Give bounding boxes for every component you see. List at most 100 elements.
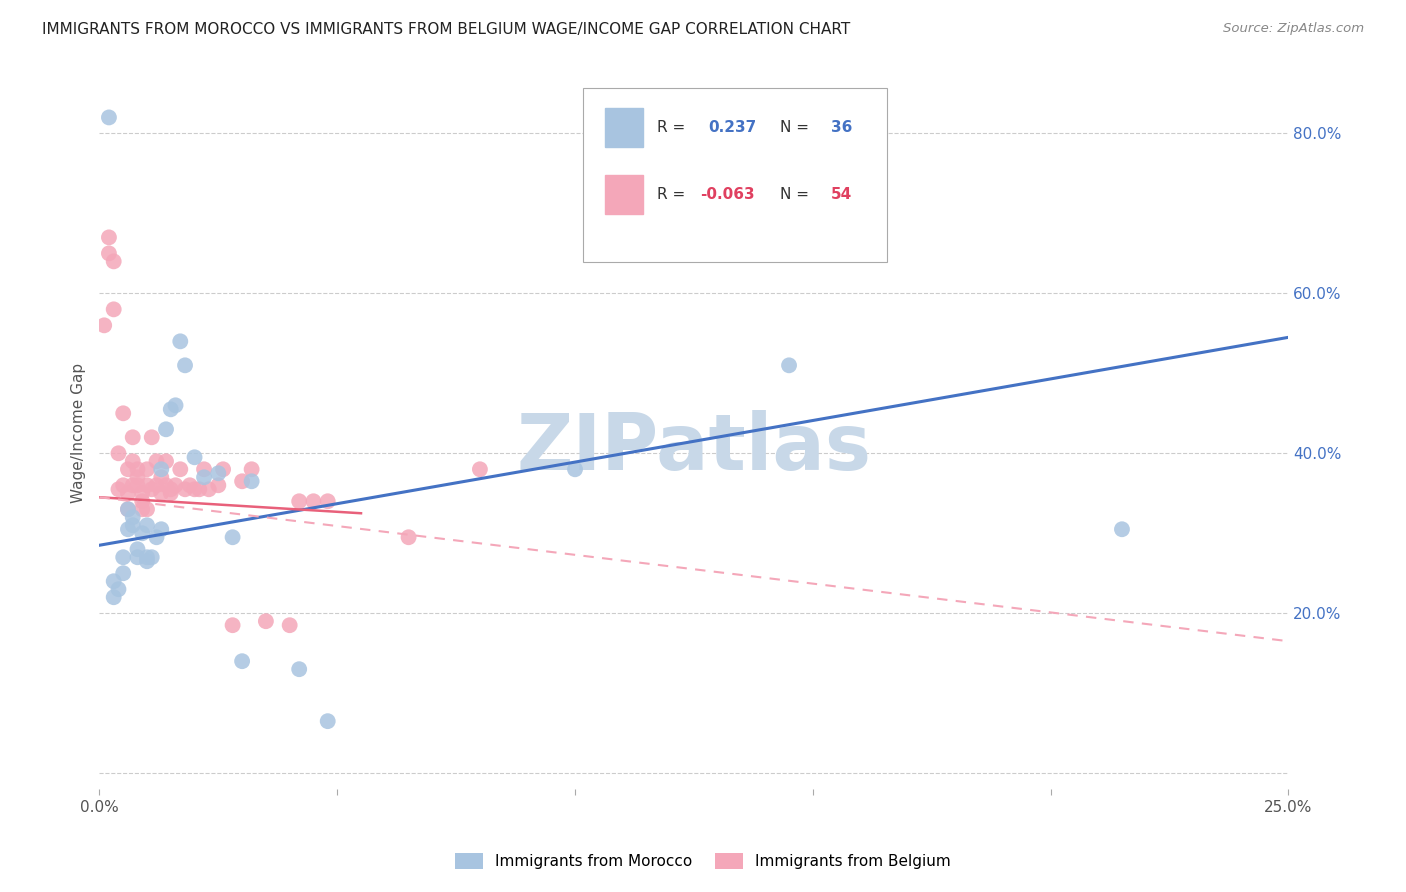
Y-axis label: Wage/Income Gap: Wage/Income Gap [72,363,86,503]
Legend: Immigrants from Morocco, Immigrants from Belgium: Immigrants from Morocco, Immigrants from… [449,847,957,875]
Point [188,483,211,497]
Point [240,475,263,489]
Point [231,654,253,668]
Text: IMMIGRANTS FROM MOROCCO VS IMMIGRANTS FROM BELGIUM WAGE/INCOME GAP CORRELATION C: IMMIGRANTS FROM MOROCCO VS IMMIGRANTS FR… [42,22,851,37]
Point [145,454,167,468]
Point [145,530,167,544]
Point [198,483,221,497]
Point [221,618,243,632]
Point [778,359,800,373]
Point [564,462,586,476]
Text: R =: R = [657,120,690,135]
Text: R =: R = [657,187,690,202]
Point [121,430,143,444]
Point [316,714,339,728]
Text: 36: 36 [831,120,852,135]
Point [174,359,197,373]
Point [145,478,167,492]
Point [103,254,125,268]
Point [278,618,301,632]
Text: N =: N = [779,120,808,135]
Point [165,398,187,412]
Point [127,462,149,476]
Point [136,554,159,568]
Point [136,462,159,476]
Point [207,478,229,492]
Point [231,475,253,489]
Point [112,566,135,581]
Point [107,483,129,497]
Point [103,574,125,589]
Point [97,230,120,244]
Point [112,550,135,565]
Point [131,494,153,508]
Point [127,542,149,557]
Point [121,518,143,533]
Point [174,483,197,497]
Point [107,582,129,597]
Point [165,478,187,492]
Point [193,470,215,484]
Point [155,422,177,436]
Point [159,402,181,417]
Point [112,406,135,420]
Point [240,462,263,476]
Text: -0.063: -0.063 [700,187,755,202]
Point [97,111,120,125]
Point [121,454,143,468]
Point [159,483,181,497]
Point [117,486,139,500]
Point [136,478,159,492]
Point [150,470,173,484]
Text: 54: 54 [831,187,852,202]
Point [288,494,311,508]
Point [93,318,115,333]
Point [136,518,159,533]
Point [131,502,153,516]
Bar [605,108,643,147]
Point [398,530,420,544]
Point [169,334,191,349]
Point [131,486,153,500]
Point [316,494,339,508]
Text: 0.237: 0.237 [709,120,756,135]
Point [127,478,149,492]
Point [136,502,159,516]
FancyBboxPatch shape [583,88,887,262]
Point [193,462,215,476]
Point [131,526,153,541]
Point [141,550,163,565]
Point [103,302,125,317]
Point [136,550,159,565]
Point [103,591,125,605]
Point [121,478,143,492]
Point [183,450,205,465]
Point [212,462,235,476]
Point [302,494,325,508]
Point [117,502,139,516]
Point [112,478,135,492]
Point [183,483,205,497]
Point [117,502,139,516]
Text: N =: N = [779,187,808,202]
Point [97,246,120,260]
Point [117,522,139,536]
Point [155,478,177,492]
Point [150,462,173,476]
Point [150,486,173,500]
Point [159,486,181,500]
Point [141,483,163,497]
Point [150,522,173,536]
Text: Source: ZipAtlas.com: Source: ZipAtlas.com [1223,22,1364,36]
Point [107,446,129,460]
Bar [605,176,643,214]
Point [155,454,177,468]
Point [468,462,491,476]
Point [221,530,243,544]
Point [207,467,229,481]
Text: ZIPatlas: ZIPatlas [516,409,872,485]
Point [141,430,163,444]
Point [117,462,139,476]
Point [179,478,201,492]
Point [127,550,149,565]
